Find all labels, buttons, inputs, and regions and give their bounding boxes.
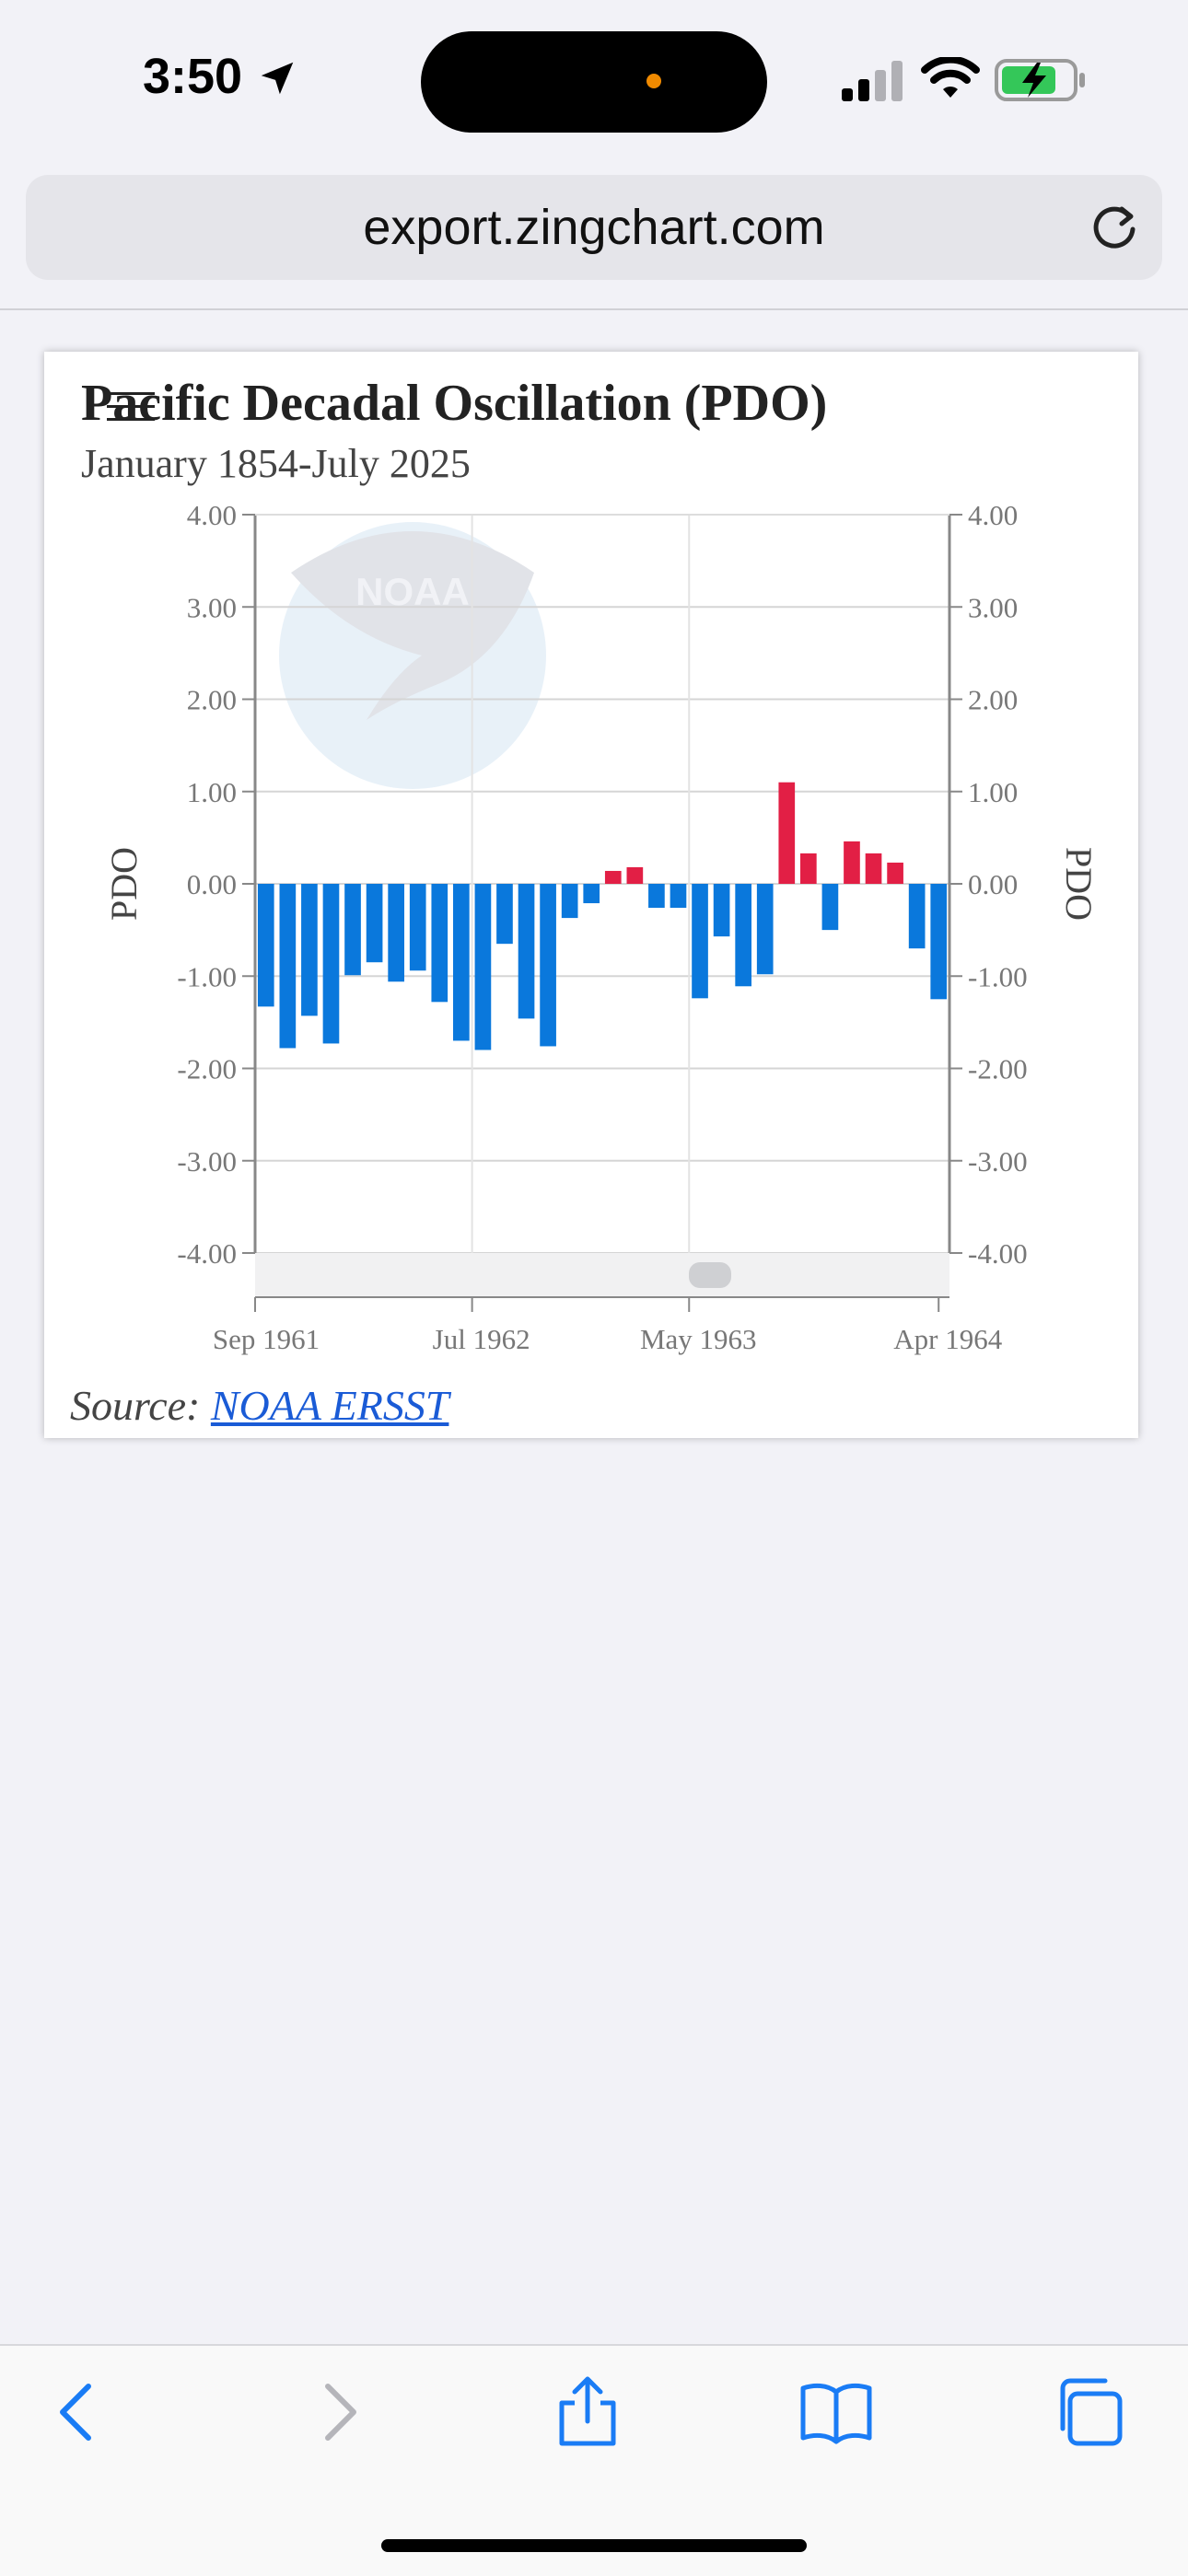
bar — [800, 853, 817, 884]
wifi-icon — [921, 57, 980, 98]
y-tick-label: 2.00 — [187, 684, 237, 716]
back-icon[interactable] — [42, 2375, 116, 2449]
privacy-indicator-dot — [646, 74, 661, 88]
bar — [735, 884, 751, 987]
y-axis-label: PDO — [103, 847, 145, 921]
chart-source: Source: NOAA ERSST — [70, 1381, 448, 1430]
status-bar: 3:50 — [0, 0, 1188, 166]
y-tick-label: -1.00 — [177, 960, 237, 992]
x-tick-label: Apr 1964 — [893, 1323, 1002, 1355]
scroll-track — [255, 1253, 949, 1297]
bar — [670, 884, 687, 909]
bar — [930, 884, 948, 1000]
bar — [366, 884, 383, 963]
y-tick-label: 3.00 — [187, 591, 237, 623]
bar — [887, 862, 903, 884]
url-text[interactable]: export.zingchart.com — [363, 200, 825, 255]
bar — [692, 884, 708, 999]
x-tick-label: Sep 1961 — [213, 1323, 320, 1355]
y2-tick-label: 3.00 — [968, 591, 1018, 623]
y-tick-label: -3.00 — [177, 1145, 237, 1178]
tabs-icon[interactable] — [1052, 2375, 1125, 2449]
location-arrow-icon — [261, 62, 294, 95]
bar — [648, 884, 665, 909]
chart-title: Pacific Decadal Oscillation (PDO) — [81, 375, 828, 432]
y-tick-label: -2.00 — [177, 1053, 237, 1085]
bar — [821, 884, 839, 931]
status-time: 3:50 — [143, 49, 243, 104]
chart-menu-icon[interactable] — [103, 389, 158, 425]
reload-icon[interactable] — [1085, 198, 1144, 257]
bar — [322, 884, 340, 1044]
x-tick-label: Jul 1962 — [433, 1323, 530, 1355]
bar — [301, 884, 318, 1016]
toolbar-divider — [0, 308, 1188, 310]
y2-tick-label: 2.00 — [968, 684, 1018, 716]
bar — [908, 884, 926, 949]
chart-plot: NOAA 4.00 4.00 3.00 3.00 2.00 2.00 1.00 1.00 0.00… — [103, 499, 1100, 1355]
cellular-signal-icon — [842, 61, 903, 101]
bar — [279, 884, 297, 1049]
chart-card: NOAA 4.00 4.00 3.00 3.00 2.00 2.00 1.00 1.00 0.00… — [44, 352, 1138, 1438]
bar — [496, 884, 513, 945]
y-tick-label: 4.00 — [187, 499, 237, 531]
source-link[interactable]: NOAA ERSST — [210, 1382, 449, 1429]
dynamic-island — [421, 31, 767, 133]
battery-charging-icon — [995, 59, 1085, 101]
bar — [474, 884, 492, 1050]
bar — [344, 884, 361, 976]
share-icon[interactable] — [551, 2375, 624, 2449]
bar — [756, 884, 774, 975]
bar — [626, 866, 644, 884]
watermark-text: NOAA — [355, 570, 470, 613]
y2-axis-label: PDO — [1058, 847, 1100, 921]
y2-tick-label: -1.00 — [968, 960, 1028, 992]
y2-tick-label: 4.00 — [968, 499, 1018, 531]
y-tick-label: -4.00 — [177, 1237, 237, 1270]
y2-tick-label: -4.00 — [968, 1237, 1028, 1270]
source-label: Source: — [70, 1382, 201, 1429]
bookmarks-icon[interactable] — [799, 2375, 873, 2449]
bar — [778, 782, 796, 884]
home-indicator — [381, 2539, 807, 2552]
watermark-bird — [291, 531, 534, 720]
noaa-watermark-logo: NOAA — [279, 522, 546, 789]
bar — [865, 853, 882, 884]
y2-tick-label: -3.00 — [968, 1145, 1028, 1178]
y2-tick-label: 0.00 — [968, 868, 1018, 900]
bar — [583, 884, 600, 904]
bar — [540, 884, 556, 1047]
url-bar[interactable]: export.zingchart.com — [26, 175, 1162, 280]
bar — [409, 884, 426, 971]
bar — [844, 841, 860, 884]
bar — [388, 884, 404, 982]
chart-subtitle: January 1854-July 2025 — [81, 441, 471, 486]
bar — [518, 884, 535, 1019]
scroll-handle — [689, 1262, 731, 1288]
bar — [453, 884, 470, 1041]
y2-tick-label: -2.00 — [968, 1053, 1028, 1085]
bar — [561, 884, 578, 919]
bar — [604, 870, 622, 884]
y2-tick-label: 1.00 — [968, 776, 1018, 808]
bar — [257, 884, 274, 1007]
forward-icon[interactable] — [300, 2375, 374, 2449]
y-tick-label: 1.00 — [187, 776, 237, 808]
x-tick-label: May 1963 — [640, 1323, 757, 1355]
y-tick-label: 0.00 — [187, 868, 237, 900]
bar — [713, 884, 730, 937]
bar — [431, 884, 448, 1003]
